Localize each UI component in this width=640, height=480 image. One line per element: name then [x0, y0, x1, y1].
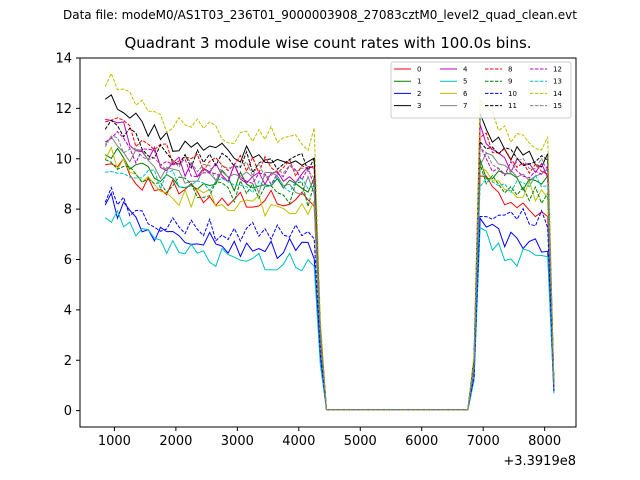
- legend-label: 5: [463, 78, 467, 86]
- legend-label: 10: [508, 90, 517, 98]
- axes-frame: [79, 57, 577, 428]
- x-offset-label: +3.3919e8: [503, 454, 576, 469]
- legend-label: 4: [463, 66, 468, 74]
- x-tick-label: 1000: [98, 434, 131, 449]
- legend-label: 9: [508, 78, 512, 86]
- x-tick-label: 6000: [405, 434, 438, 449]
- x-tick-label: 3000: [221, 434, 254, 449]
- x-tick-label: 5000: [344, 434, 377, 449]
- series-line-5: [104, 209, 555, 411]
- series-lines: [104, 72, 555, 411]
- legend-label: 12: [553, 66, 562, 74]
- y-tick-label: 6: [64, 253, 72, 268]
- y-tick-label: 2: [64, 354, 72, 369]
- legend-label: 6: [463, 90, 468, 98]
- y-tick-label: 12: [55, 102, 72, 117]
- series-line-4: [105, 118, 555, 411]
- series-line-11: [104, 119, 555, 411]
- series-line-2: [104, 191, 555, 411]
- legend-label: 2: [417, 90, 421, 98]
- chart-title: Quadrant 3 module wise count rates with …: [124, 34, 532, 52]
- series-line-14: [104, 72, 555, 411]
- legend-label: 3: [417, 102, 421, 110]
- y-tick-label: 8: [64, 203, 72, 218]
- series-line-13: [105, 169, 555, 411]
- legend-box: [390, 61, 572, 119]
- series-line-7: [104, 136, 555, 411]
- legend-label: 13: [553, 78, 562, 86]
- series-line-9: [104, 159, 555, 411]
- legend-label: 15: [553, 102, 562, 110]
- y-tick-label: 14: [55, 52, 72, 67]
- axis-ticks: 1000 2000 3000 4000 5000 6000 7000 800002468101…: [55, 52, 561, 450]
- x-tick-label: 4000: [282, 434, 315, 449]
- legend-label: 7: [463, 102, 467, 110]
- series-line-0: [105, 157, 555, 411]
- y-tick-label: 10: [55, 152, 72, 167]
- legend-label: 8: [508, 66, 512, 74]
- series-line-8: [105, 117, 555, 411]
- y-tick-label: 0: [64, 404, 72, 419]
- y-tick-label: 4: [64, 303, 72, 318]
- series-line-10: [104, 186, 555, 411]
- legend-label: 14: [553, 90, 562, 98]
- legend-label: 0: [417, 66, 421, 74]
- series-line-12: [104, 130, 555, 411]
- data-file-title: Data file: modeM0/AS1T03_236T01_90000039…: [63, 8, 577, 22]
- x-tick-label: 8000: [528, 434, 561, 449]
- legend-label: 11: [508, 102, 517, 110]
- series-line-6: [104, 146, 555, 411]
- x-tick-label: 2000: [159, 434, 192, 449]
- x-tick-label: 7000: [467, 434, 500, 449]
- series-line-3: [104, 94, 555, 411]
- series-line-1: [104, 147, 555, 411]
- legend-label: 1: [417, 78, 421, 86]
